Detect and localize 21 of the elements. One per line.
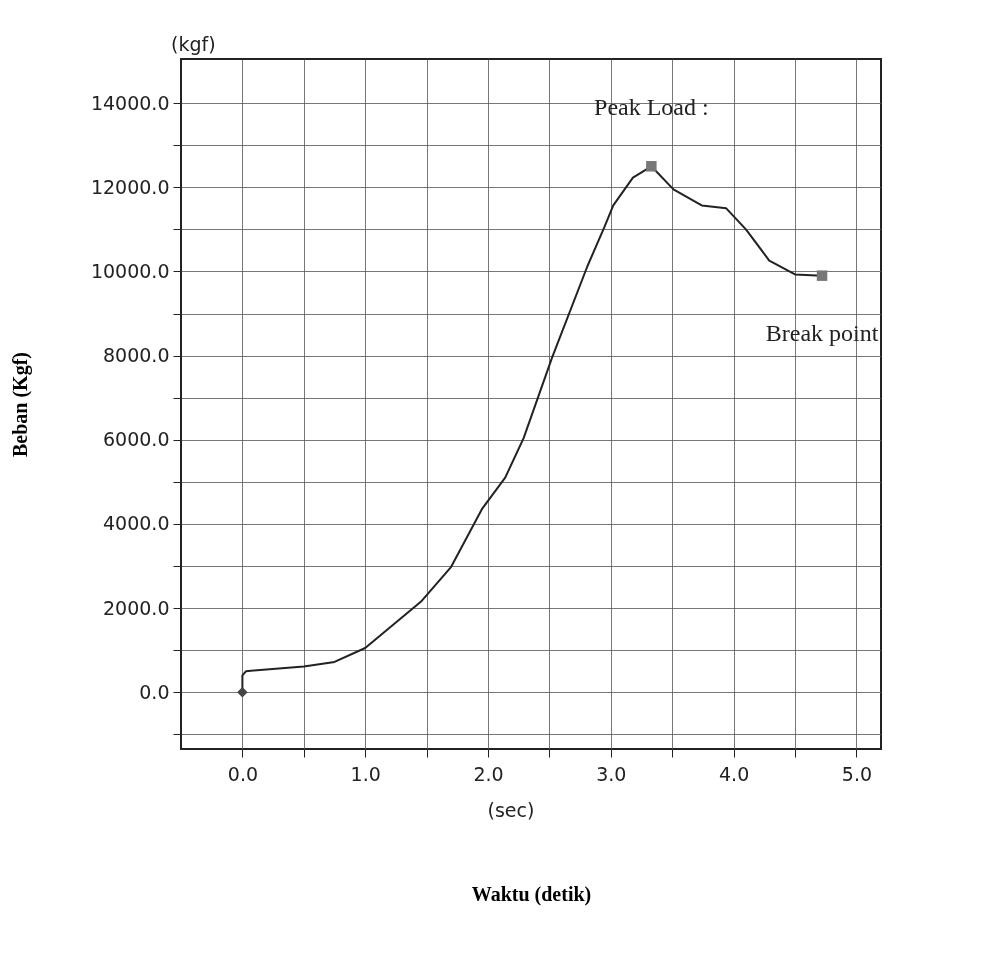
y-tick-label: 2000.0 bbox=[103, 596, 170, 619]
y-tick-label: 14000.0 bbox=[90, 91, 170, 114]
y-tick-label: 4000.0 bbox=[103, 512, 170, 535]
y-axis-title: Beban (Kgf) bbox=[8, 352, 32, 457]
y-tick-label: 8000.0 bbox=[103, 344, 170, 367]
y-tick-label: 6000.0 bbox=[103, 428, 170, 451]
x-tick-label: 0.0 bbox=[227, 762, 259, 785]
y-tick-label: 12000.0 bbox=[90, 175, 170, 198]
x-tick-label: 1.0 bbox=[350, 762, 381, 785]
x-tick-label: 5.0 bbox=[841, 762, 873, 785]
text: (kgf) bbox=[171, 33, 216, 55]
text: (sec) bbox=[487, 799, 535, 821]
point bbox=[237, 686, 248, 698]
x-tick-label: 3.0 bbox=[596, 762, 627, 785]
x-tick-label: 4.0 bbox=[719, 762, 750, 785]
point bbox=[646, 161, 657, 172]
x-tick-label: 2.0 bbox=[473, 762, 504, 785]
y-tick-label: 10000.0 bbox=[90, 259, 170, 282]
x-axis-title: Waktu (detik) bbox=[471, 882, 592, 906]
y-tick-label: 0.0 bbox=[139, 680, 170, 703]
point bbox=[816, 270, 828, 281]
